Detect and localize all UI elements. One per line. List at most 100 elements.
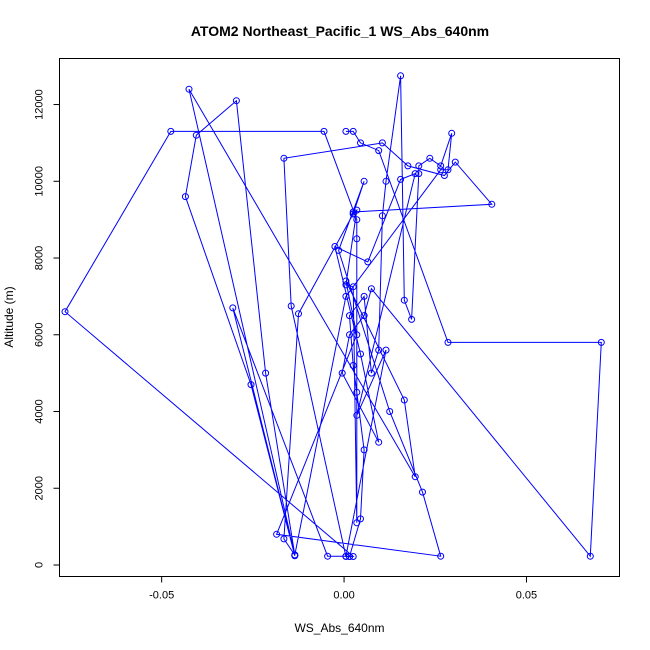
data-point [437,166,445,174]
y-axis-label: Altitude (m) [2,286,16,347]
data-point [338,369,346,377]
data-point [382,177,390,185]
y-tick-label: 4000 [34,399,46,423]
data-point [61,308,69,316]
data-point [349,283,357,291]
data-point [273,530,281,538]
data-point [262,369,270,377]
data-point [375,438,383,446]
data-point [342,281,350,289]
data-point [357,515,364,523]
data-point [291,552,299,560]
data-point [349,127,357,135]
data-point [247,381,255,389]
data-point [167,127,175,135]
data-point [367,285,375,293]
data-point [353,519,361,527]
data-point [229,304,237,312]
data-point [280,154,288,162]
data-point [287,302,295,310]
y-tick-label: 2000 [34,476,46,500]
series-layer [61,72,605,560]
data-point [586,552,594,560]
x-tick-label: 0.05 [516,590,537,602]
data-point [397,175,405,183]
data-point [375,147,383,155]
data-point [364,258,372,266]
data-point [448,129,456,137]
data-point [280,535,288,543]
data-point [411,473,419,481]
data-point [437,552,445,560]
data-point [357,139,364,147]
data-point [367,369,375,377]
data-point [342,127,350,135]
data-point [357,350,364,358]
chart-title: ATOM2 Northeast_Pacific_1 WS_Abs_640nm [191,23,489,39]
data-point [411,170,419,178]
data-point [320,127,328,135]
data-point [349,208,357,216]
y-tick-label: 12000 [34,89,46,120]
y-tick-label: 0 [34,562,46,568]
y-axis: 0 2000 4000 6000 8000 10000 12000 [34,89,60,568]
data-point [451,158,459,166]
data-point [360,446,368,454]
plot-frame [59,58,620,577]
data-point [342,552,350,560]
data-point [360,312,368,320]
y-tick-label: 6000 [34,323,46,347]
series-line [64,75,602,558]
y-tick-label: 8000 [34,246,46,270]
data-point [488,200,496,208]
data-point [360,292,368,300]
data-point [353,388,361,396]
data-point [378,139,386,147]
data-point [295,310,302,318]
data-point [400,396,408,404]
data-point [349,362,357,369]
data-point [415,162,423,170]
x-axis: -0.05 0.00 0.05 [149,576,537,602]
data-point [404,162,412,170]
data-point [185,85,193,93]
data-point [386,408,394,415]
data-point [426,154,434,162]
data-point [437,162,445,170]
x-tick-label: -0.05 [149,590,174,602]
data-point [342,292,350,300]
data-point [444,338,452,346]
data-point [335,246,343,254]
data-point [375,346,383,354]
data-point [360,177,368,185]
data-point [346,312,353,320]
data-point [353,235,361,243]
data-point [378,212,386,220]
data-point [349,210,357,218]
data-point [353,331,361,339]
data-point [353,216,361,224]
data-point [349,553,357,560]
x-axis-label: WS_Abs_640nm [294,621,384,635]
data-point [440,172,448,179]
data-point [353,206,361,214]
data-point [232,97,240,105]
data-point [419,488,426,496]
data-point [324,552,332,560]
data-point [346,553,353,560]
data-point [408,315,416,323]
data-point [342,277,350,285]
data-point [181,193,189,201]
data-point [331,243,339,250]
data-point [397,72,405,80]
data-point [597,338,605,346]
data-point [346,331,353,339]
x-tick-label: 0.00 [333,590,354,602]
y-tick-label: 10000 [34,166,46,197]
data-point [400,296,408,304]
data-point [444,166,452,174]
data-point [382,346,390,354]
data-point [192,131,200,139]
data-point [353,411,361,419]
